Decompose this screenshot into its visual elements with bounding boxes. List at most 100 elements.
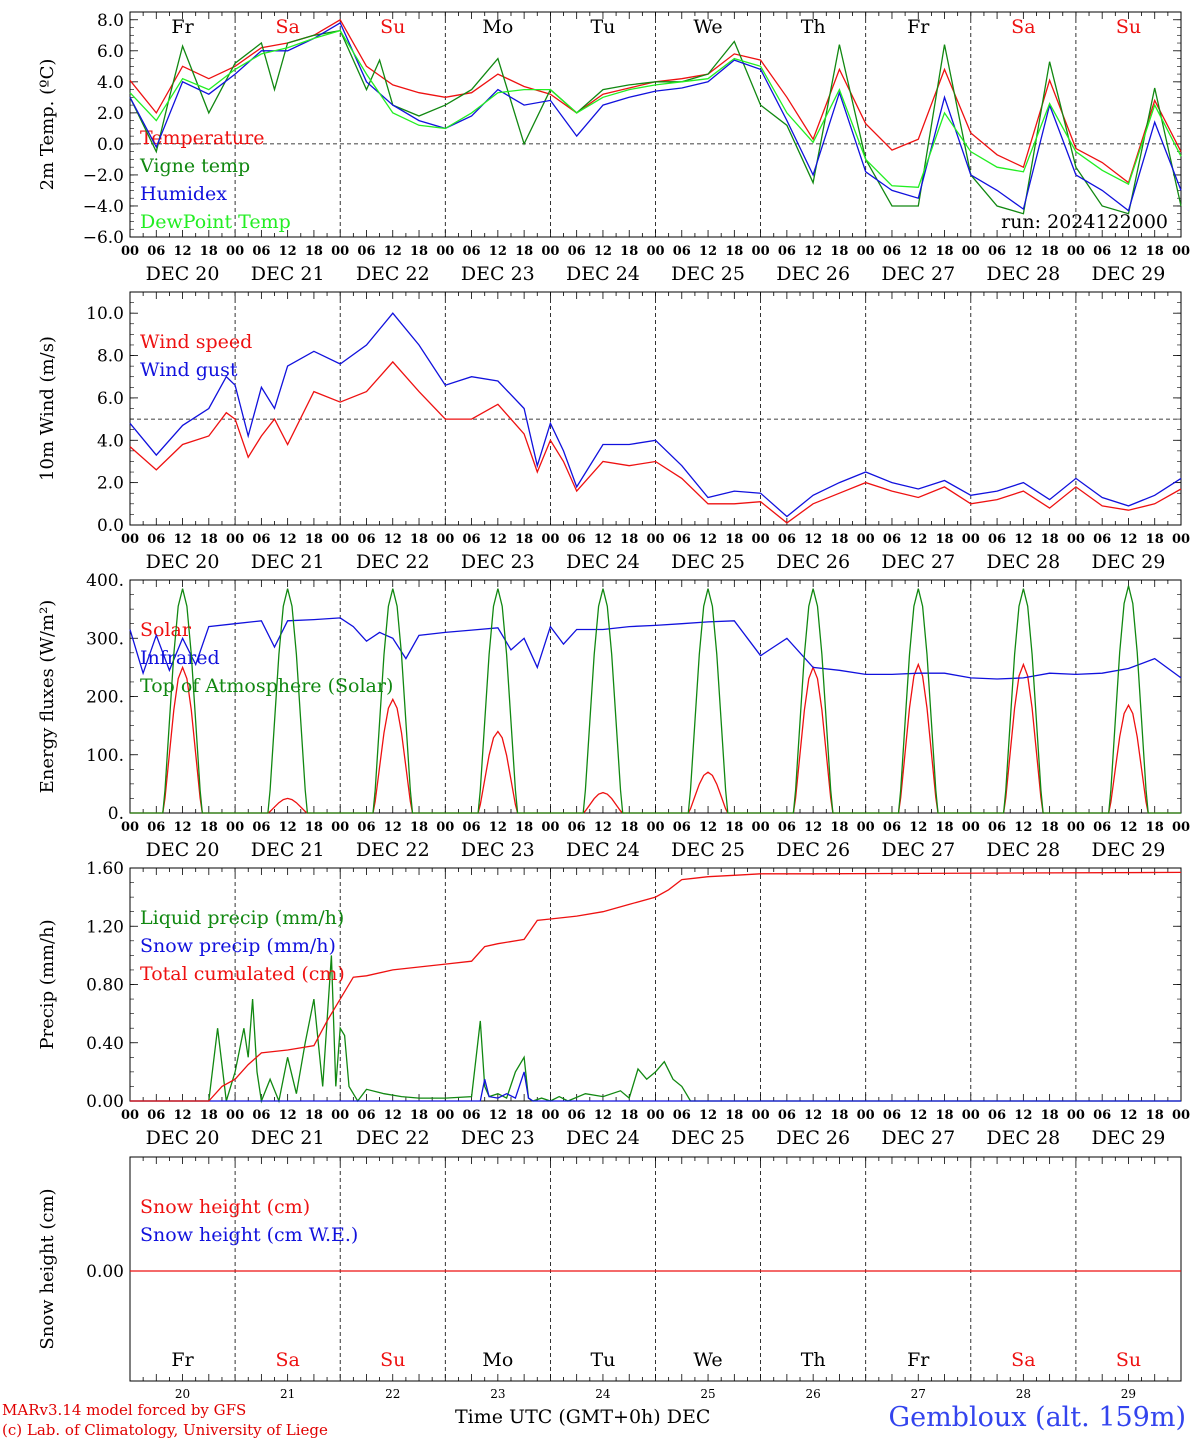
panel-4-weekday-label: Fr [171,1349,194,1371]
panel-2-hour-label: 12 [804,820,822,835]
panel-3-date-label: DEC 20 [146,1127,220,1149]
day-number-label: 26 [806,1387,821,1401]
panel-4-weekday-label: Tu [590,1349,615,1371]
panel-0-weekday-label: Tu [590,16,615,38]
panel-0-weekday-label: Fr [171,16,194,38]
panel-0-hour-label: 00 [646,244,664,259]
day-number-label: 20 [175,1387,190,1401]
panel-0-hour-label: 00 [752,244,770,259]
panel-2-hour-label: 18 [935,820,953,835]
panel-3-hour-label: 18 [1146,1108,1164,1123]
panel-2-hour-label: 12 [1119,820,1137,835]
panel-1-hour-label: 00 [752,532,770,547]
panel-1-hour-label: 12 [279,532,297,547]
run-label: run: 2024122000 [1001,211,1168,233]
panel-0-hour-label: 12 [594,244,612,259]
panel-0-hour-label: 06 [147,244,165,259]
panel-3-hour-label: 18 [1041,1108,1059,1123]
panel-0-hour-label: 06 [357,244,375,259]
panel-3-date-label: DEC 28 [986,1127,1060,1149]
panel-1-y-tick-label: 0.0 [97,516,124,536]
panel-1-hour-label: 00 [857,532,875,547]
panel-0-date-label: DEC 26 [776,263,850,285]
panel-2-hour-label: 18 [305,820,323,835]
panel-0-hour-label: 18 [725,244,743,259]
panel-0-y-tick-label: 6.0 [97,42,124,62]
panel-2-hour-label: 12 [384,820,402,835]
panel-0-hour-label: 18 [515,244,533,259]
panel-3-y-tick-label: 1.60 [86,859,124,879]
panel-3-hour-label: 12 [804,1108,822,1123]
panel-0-date-label: DEC 21 [251,263,325,285]
panel-0-weekday-label: We [693,16,722,38]
panel-1-hour-label: 18 [725,532,743,547]
panel-0-hour-label: 00 [121,244,139,259]
panel-2-date-label: DEC 21 [251,839,325,861]
panel-1-hour-label: 06 [778,532,796,547]
panel-3-series-2-line [130,871,1182,1102]
panel-2-hour-label: 06 [463,820,481,835]
panel-2-hour-label: 18 [515,820,533,835]
panel-3-hour-label: 00 [436,1108,454,1123]
panel-3-date-label: DEC 24 [566,1127,640,1149]
panel-1-hour-label: 18 [1041,532,1059,547]
panel-1-hour-label: 00 [226,532,244,547]
panel-2-hour-label: 06 [988,820,1006,835]
panel-3-hour-label: 12 [279,1108,297,1123]
panel-3-hour-label: 00 [1172,1108,1190,1123]
panel-0-hour-label: 18 [200,244,218,259]
panel-0-date-label: DEC 20 [146,263,220,285]
panel-2-y-tick-label: 200. [86,688,124,708]
panel-0-date-label: DEC 29 [1092,263,1166,285]
panel-3-hour-label: 12 [594,1108,612,1123]
panel-0-legend-2: Humidex [140,183,227,205]
panel-0-hour-label: 12 [174,244,192,259]
day-number-label: 23 [490,1387,505,1401]
panel-2-date-label: DEC 24 [566,839,640,861]
panel-1-hour-label: 06 [568,532,586,547]
month-label: DEC [666,1406,711,1428]
day-number-label: 29 [1121,1387,1136,1401]
panel-2-hour-label: 00 [752,820,770,835]
panel-2-legend-2: Top of Atmosphere (Solar) [140,675,393,697]
panel-2-hour-label: 12 [594,820,612,835]
panel-1-hour-label: 12 [489,532,507,547]
panel-2-hour-label: 06 [147,820,165,835]
panel-0-hour-label: 00 [1172,244,1190,259]
panel-1-date-label: DEC 29 [1092,551,1166,573]
panel-0-legend-3: DewPoint Temp [140,211,291,233]
panel-0-y-axis-label: 2m Temp. (ºC) [37,59,58,191]
panel-0-weekday-label: Sa [1011,16,1035,38]
panel-1-hour-label: 18 [515,532,533,547]
panel-1-hour-label: 18 [410,532,428,547]
panel-4-weekday-label: Mo [482,1349,513,1371]
panel-3-y-axis-label: Precip (mm/h) [37,919,58,1049]
panel-0-hour-label: 18 [1146,244,1164,259]
panel-0-hour-label: 06 [883,244,901,259]
panel-0-hour-label: 00 [1067,244,1085,259]
panel-0-hour-label: 00 [436,244,454,259]
panel-3-legend-2: Total cumulated (cm) [140,963,345,985]
panel-3-date-label: DEC 25 [671,1127,745,1149]
panel-3-hour-label: 06 [1093,1108,1111,1123]
panel-1-hour-label: 18 [200,532,218,547]
panel-3-date-label: DEC 26 [776,1127,850,1149]
panel-0-hour-label: 12 [384,244,402,259]
panel-2-series-1-line [129,617,1182,680]
time-axis-label: Time UTC (GMT+0h) DEC [455,1406,710,1428]
panel-3-y-tick-label: 0.00 [86,1092,124,1112]
panel-3-hour-label: 06 [988,1108,1006,1123]
panel-3-hour-label: 00 [752,1108,770,1123]
day-number-label: 25 [700,1387,715,1401]
panel-0-hour-label: 18 [305,244,323,259]
day-number-label: 28 [1016,1387,1031,1401]
panel-2-hour-label: 00 [436,820,454,835]
panel-1-date-label: DEC 22 [356,551,430,573]
panel-3-hour-label: 12 [174,1108,192,1123]
panel-2-date-label: DEC 20 [146,839,220,861]
panel-1-legend-1: Wind gust [140,359,238,381]
panel-3-date-label: DEC 22 [356,1127,430,1149]
panel-0-legend-0: Temperature [140,127,264,149]
